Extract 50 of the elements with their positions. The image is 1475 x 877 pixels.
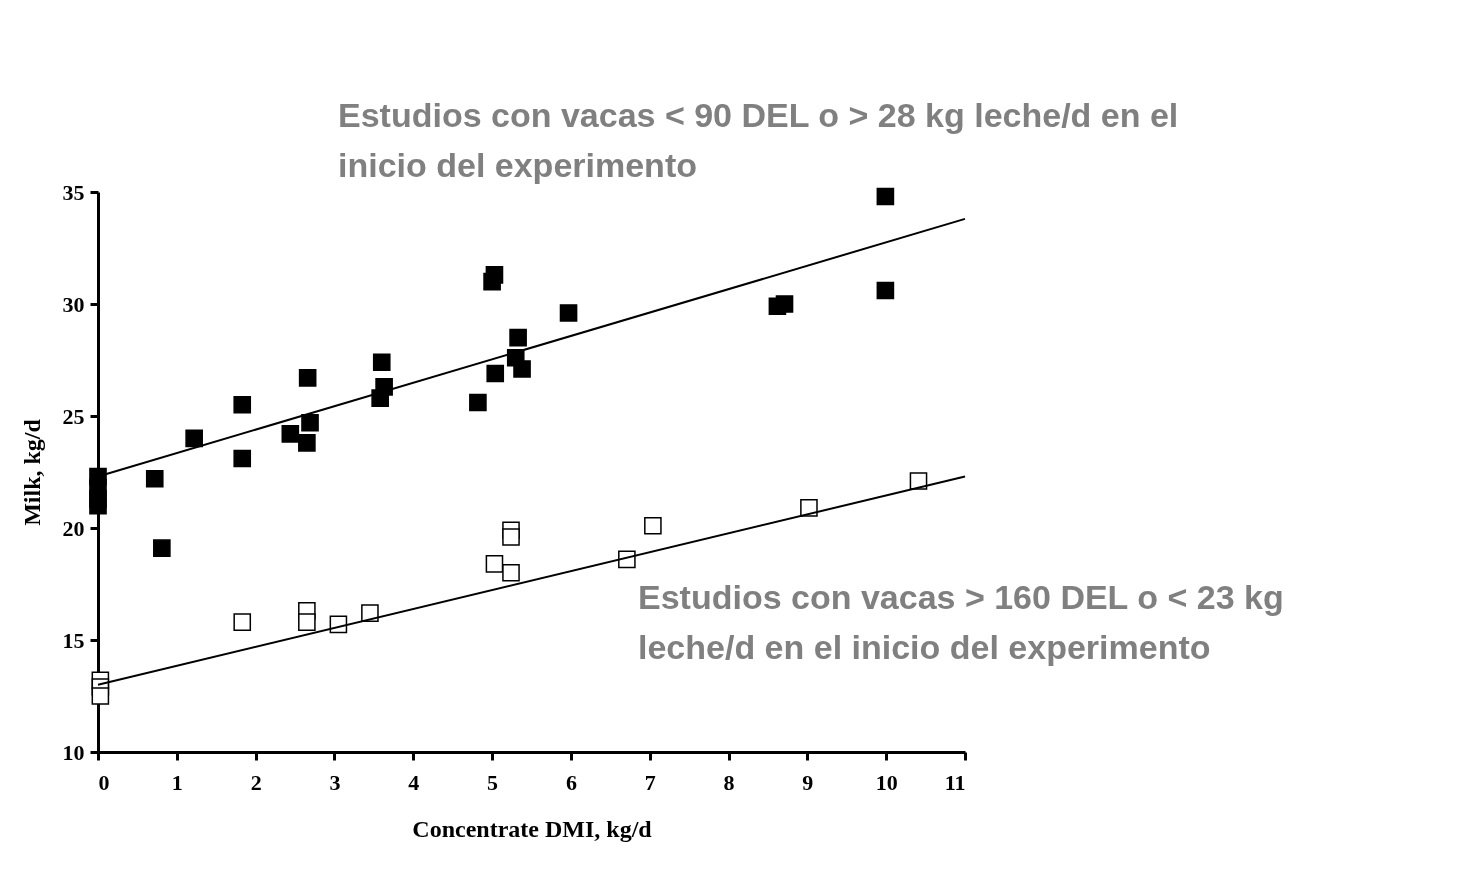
x-tick-label: 1 — [171, 769, 183, 795]
annotation: Estudios con vacas > 160 DEL o < 23 kg leche/d en el inicio del experimento — [638, 578, 1284, 666]
point — [301, 413, 319, 432]
y-tick-label: 20 — [62, 515, 85, 541]
text: Estudios con vacas < 90 DEL o > 28 kg leche/d en el inicio del experimento — [338, 96, 1179, 184]
point — [876, 281, 895, 300]
point — [775, 295, 794, 313]
point — [559, 304, 578, 322]
point — [644, 516, 662, 535]
point — [233, 395, 252, 414]
point — [469, 393, 487, 412]
point — [486, 364, 505, 383]
point — [281, 425, 300, 443]
point — [372, 353, 391, 372]
point — [233, 613, 252, 631]
point — [876, 187, 895, 206]
point — [513, 360, 531, 378]
point — [233, 449, 252, 468]
point — [91, 687, 110, 705]
point — [145, 469, 164, 488]
point — [485, 555, 504, 573]
x-tick-label: 7 — [644, 769, 656, 795]
y-tick-label: 30 — [62, 291, 85, 317]
point — [502, 563, 520, 582]
point — [298, 434, 316, 452]
y-tick-label: 25 — [62, 403, 85, 429]
y-tick-label: 15 — [62, 627, 85, 653]
x-tick-label: 10 — [875, 769, 898, 795]
point — [509, 328, 527, 347]
x-axis-title: Concentrate DMI, kg/d — [412, 815, 653, 842]
x-tick-label: 4 — [408, 769, 420, 795]
point — [371, 389, 389, 407]
point — [502, 528, 520, 546]
point — [153, 539, 171, 557]
point — [298, 613, 316, 631]
x-tick-label: 6 — [565, 769, 577, 795]
x-tick-label: 11 — [944, 769, 966, 795]
point — [185, 429, 203, 448]
x-tick-label: 2 — [250, 769, 262, 795]
y-tick-label: 10 — [62, 739, 85, 765]
x-tick-label: 3 — [329, 769, 341, 795]
y-axis-title: Milk, kg/d — [18, 418, 45, 526]
point — [298, 369, 317, 387]
x-tick-label: 0 — [98, 769, 110, 795]
y-tick-label: 35 — [62, 179, 85, 205]
point — [89, 496, 107, 515]
x-tick-label: 5 — [487, 769, 499, 795]
x-tick-label: 8 — [723, 769, 735, 795]
point — [483, 272, 501, 291]
x-tick-label: 9 — [802, 769, 814, 795]
